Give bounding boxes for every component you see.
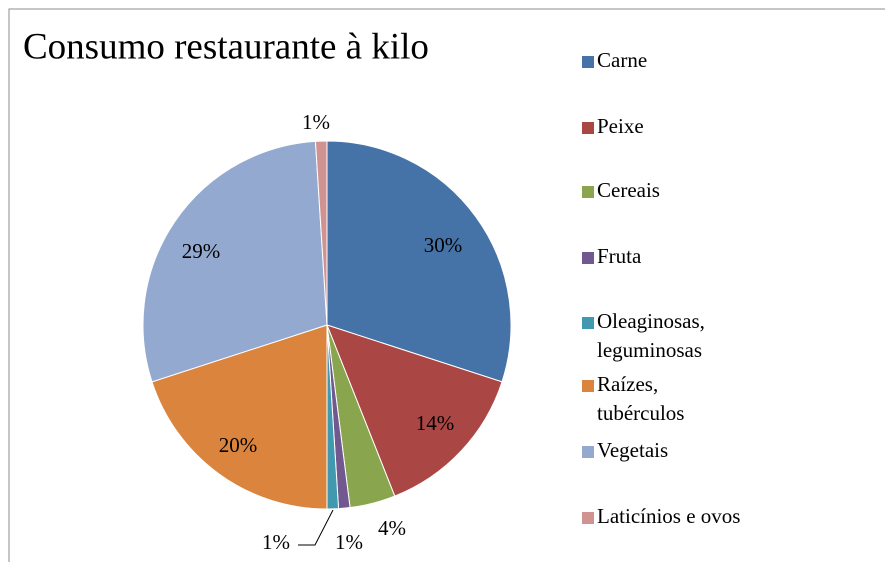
pie-slice [151,324,328,510]
pie-slice [326,324,503,497]
legend-label: Cereais [597,178,660,202]
data-label: 4% [378,516,406,540]
pie-slice [314,140,328,326]
legend-label: Fruta [597,244,642,268]
legend-swatch [582,512,594,524]
legend-label: Oleaginosas, leguminosas [597,309,705,362]
legend-label: Peixe [597,114,644,138]
legend-swatch [582,446,594,458]
legend-label: Laticínios e ovos [597,504,740,528]
legend-swatch [582,317,594,329]
chart-title: Consumo restaurante à kilo [23,26,429,67]
legend-swatch [582,122,594,134]
data-label: 30% [424,233,463,257]
legend-swatch [582,252,594,264]
data-label: 1% [302,110,330,134]
legend-label: Carne [597,48,647,72]
data-label: 1% [262,530,290,554]
leader-line [298,509,334,546]
pie-slice [142,140,328,383]
data-label: 29% [182,239,221,263]
legend-swatch [582,380,594,392]
legend-label: Vegetais [597,438,668,462]
data-label: 14% [416,411,455,435]
data-label: 20% [219,433,258,457]
legend-swatch [582,186,594,198]
legend-label: Raízes, tubérculos [597,372,684,425]
data-label: 1% [335,530,363,554]
chart-border [8,8,885,562]
pie-slice [326,140,512,383]
legend-swatch [582,56,594,68]
